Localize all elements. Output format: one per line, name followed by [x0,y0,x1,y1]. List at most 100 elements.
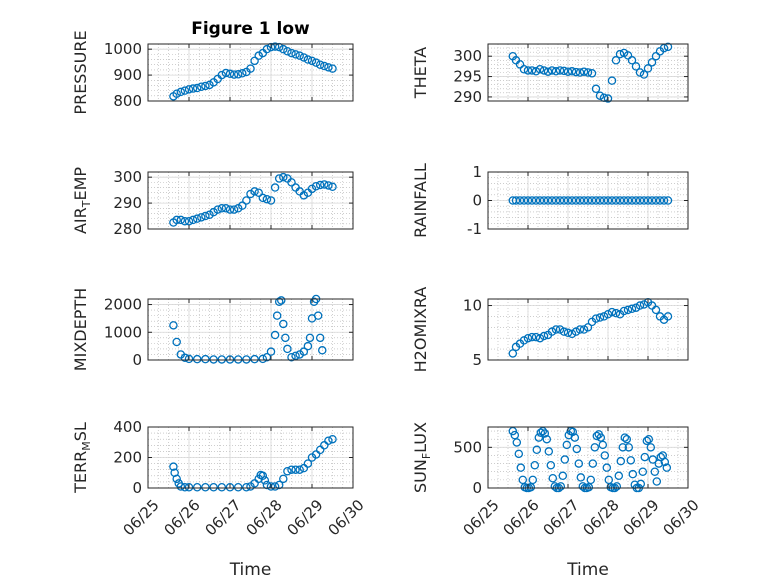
data-point [563,67,573,76]
data-point [184,354,194,364]
data-point [291,351,300,361]
data-point [266,347,276,356]
axes-box [147,171,354,230]
data-point [221,204,231,213]
data-point [623,305,633,315]
data-point [592,431,602,441]
data-point [603,94,613,103]
data-point [562,440,572,450]
data-point [324,181,333,190]
y-tick-label: 900 [113,66,142,84]
data-point [631,62,641,71]
data-point [662,463,672,472]
data-point [607,76,617,85]
data-point [508,349,518,358]
series-h2omixra [508,298,673,358]
data-point [287,48,296,58]
data-point [542,434,552,444]
subplot-rainfall: -1 0 1 RAINFALL [411,163,689,238]
data-point [600,451,610,460]
data-point [638,467,648,476]
data-point [311,181,321,191]
data-point [176,87,186,97]
data-point [627,196,637,205]
data-point [317,346,327,355]
data-point [303,341,313,351]
data-point [201,482,210,492]
data-point [628,469,638,479]
y-tick-label: 0 [472,479,482,497]
data-point [663,196,673,205]
data-point [583,196,593,205]
data-point [527,66,537,75]
data-point [213,205,222,214]
data-point [225,205,235,214]
y-tick-label: -1 [467,220,482,238]
data-point [169,321,178,330]
data-point [591,196,601,205]
data-point [217,482,227,492]
data-point [611,308,621,318]
data-point [588,459,598,468]
series-theta [508,42,673,103]
data-point [627,56,637,65]
data-point [579,67,589,76]
data-point [646,443,656,452]
data-point [663,42,673,52]
y-tick-label: 1000 [104,323,142,341]
data-point [598,440,608,450]
data-point [550,482,560,491]
data-point [568,427,578,437]
data-point [652,477,662,486]
data-point [287,465,296,474]
subplot-theta: 290 295 300 THETA [411,42,689,106]
data-point [535,196,545,205]
y-axis-label: SUNFLUX [411,422,433,493]
data-point [655,196,665,205]
axes-box [487,426,689,489]
data-point [563,328,573,338]
axes-box [487,43,689,102]
y-axis-label: H2OMIXRA [411,287,430,373]
data-point [603,196,613,205]
data-point [192,214,202,223]
data-point [324,436,333,445]
data-point [225,69,235,79]
data-point [619,306,629,316]
data-point [172,89,181,99]
data-point [516,463,526,472]
data-point [578,482,588,491]
axes-box [487,298,689,361]
data-point [172,474,181,484]
data-point [535,64,545,74]
data-point [254,188,263,197]
data-point [527,332,537,342]
y-tick-label: 0 [132,351,142,369]
data-point [287,352,296,362]
data-point [192,354,202,364]
data-point [618,443,628,452]
data-point [315,333,325,343]
data-point [559,66,569,76]
data-point [307,56,317,66]
data-point [514,449,524,459]
data-point [217,355,227,364]
data-point [295,465,304,474]
data-point [643,64,653,73]
data-point [242,196,251,205]
axes-box [147,298,354,361]
y-axis-label: THETA [411,47,430,99]
data-point [574,459,584,468]
data-point [587,69,597,78]
subplot-mixdepth: 0 1000 2000 MIXDEPTH [71,288,354,371]
data-point [315,60,325,69]
y-axis-label: MIXDEPTH [71,288,90,371]
data-point [647,196,657,205]
data-point [543,196,553,205]
data-point [176,482,186,491]
data-point [560,455,570,464]
y-tick-label: 5 [472,351,482,369]
data-point [262,44,272,54]
data-point [169,462,178,471]
data-point [274,174,284,183]
